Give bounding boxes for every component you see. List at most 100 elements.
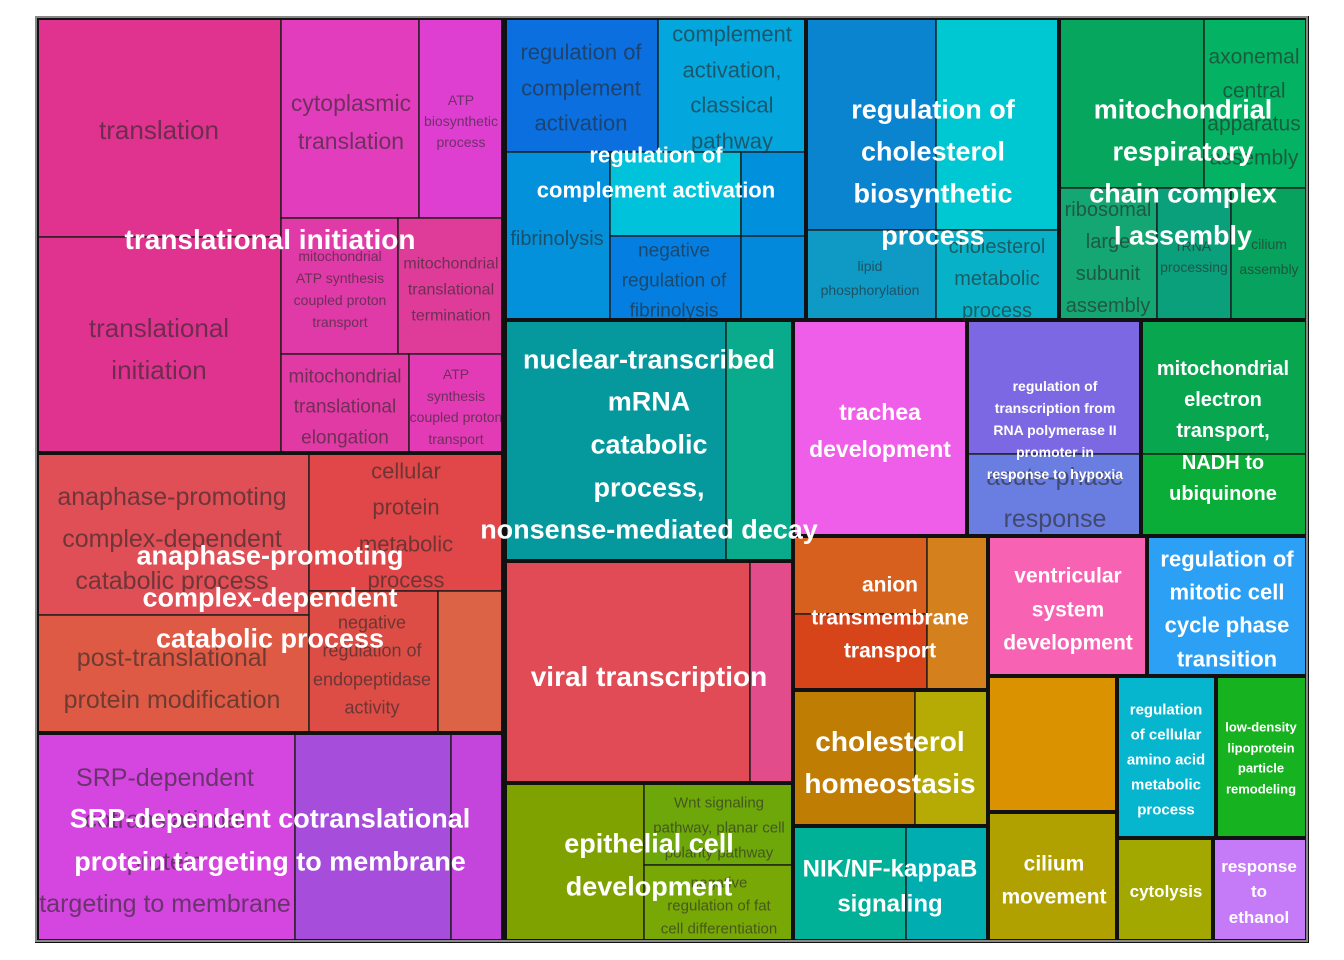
term-label-line: cotranslational — [84, 806, 245, 834]
term-label: mitochondrial ATP synthesis coupled proton… — [294, 248, 387, 330]
group-label-line: of cellular — [1131, 726, 1202, 743]
group-label-line: cycle phase — [1165, 613, 1290, 638]
group-label-line: catabolic process — [156, 623, 384, 653]
term-cell-cholesterol-homeostasis — [792, 689, 916, 827]
group-label-line: particle — [1238, 761, 1284, 776]
term-label-line: translational — [408, 282, 494, 299]
term-cell-regulation-of-complement-activation — [504, 17, 659, 153]
term-cell-unlabeled-1-4 — [437, 590, 504, 734]
term-cell-trachea-development — [792, 319, 968, 537]
group-label-line: process, — [593, 472, 704, 502]
term-label: fibrinolysis — [510, 228, 603, 250]
term-cell-mitochondrial-translational-elongation — [280, 353, 410, 454]
term-cell-mitochondrial-atp-synthesis-coupled-proton-trans — [280, 217, 399, 355]
term-cell-anaphase-promoting-complex-dependent-catabolic-p — [36, 452, 310, 616]
group-label-line: lipoprotein — [1227, 741, 1294, 756]
term-label-line: metabolic — [359, 532, 453, 557]
term-label-line: process — [436, 134, 485, 150]
term-cell-nik-nf-kappab-signaling — [792, 825, 907, 942]
group-label: response to ethanol — [1221, 857, 1297, 927]
term-label-line: coupled proton — [410, 409, 503, 425]
term-cell-cytoplasmic-translation — [280, 17, 420, 219]
group-label: cholesterol homeostasis — [804, 726, 975, 799]
term-label-line: fibrinolysis — [630, 301, 719, 322]
term-label: mitochondrial translational elongation — [289, 367, 402, 449]
term-cell-unlabeled-16-0 — [987, 675, 1118, 813]
term-label: complement activation, classical pathway — [672, 22, 792, 154]
group-label-line: mitotic cell — [1170, 580, 1285, 605]
term-cell-cellular-protein-metabolic-process — [308, 452, 504, 592]
term-label-line: regulation of fat — [667, 897, 771, 914]
term-label-line: mitochondrial — [289, 367, 402, 388]
term-label-line: translational — [294, 397, 396, 418]
group-label-line: RNA polymerase II — [993, 422, 1116, 438]
group-label: nuclear-transcribed mRNA catabolic process,… — [480, 344, 818, 544]
term-label: lipid phosphorylation — [821, 258, 920, 298]
term-cell-unlabeled-2-1 — [294, 732, 452, 942]
term-label-line: transport — [312, 314, 367, 330]
term-label-line: pathway, planar cell — [653, 819, 784, 836]
term-label-line: assembly — [1066, 295, 1150, 317]
group-label-line: I assembly — [1114, 220, 1252, 250]
term-label-line: subunit — [1076, 263, 1141, 285]
term-label-line: negative — [691, 874, 748, 891]
group-label-line: cholesterol — [815, 726, 964, 757]
group-label-line: system — [1032, 598, 1104, 621]
group-label-line: regulation of — [1160, 547, 1294, 572]
group-label-line: ventricular — [1014, 564, 1121, 587]
group-label-line: ethanol — [1229, 908, 1289, 927]
group-label-line: regulation of — [589, 143, 723, 168]
term-cell-wnt-signaling-pathway-planar-cell-polarity-pathw — [643, 782, 794, 866]
term-label-line: lipid — [858, 258, 883, 274]
term-cell-unlabeled-6-1 — [725, 319, 794, 562]
term-label-line: ribosomal — [1065, 199, 1152, 221]
group-label-line: cytolysis — [1130, 882, 1203, 901]
term-label: cilium assembly — [1239, 236, 1298, 277]
group-label-line: development — [809, 436, 951, 462]
term-cell-anion-transmembrane-transport — [792, 535, 928, 615]
term-label-line: cholesterol — [949, 236, 1046, 258]
term-label-line: anaphase-promoting — [57, 483, 286, 511]
term-cell-complement-activation-classical-pathway — [657, 17, 807, 153]
term-label-line: coupled proton — [294, 292, 387, 308]
term-cell-negative-regulation-of-fat-cell-differentiation — [643, 864, 794, 942]
term-cell-unlabeled-4-1 — [935, 17, 1060, 231]
group-label-line: mitochondrial — [1157, 358, 1289, 380]
term-cell-unlabeled-2-2 — [450, 732, 504, 942]
group-label-line: response to hypoxia — [987, 466, 1123, 482]
term-label: regulation of complement activation — [520, 40, 642, 136]
term-label-line: polarity pathway — [665, 844, 774, 861]
term-label: cholesterol metabolic process — [949, 236, 1046, 322]
term-cell-mitochondrial-translational-termination — [397, 217, 504, 355]
group-label-line: mitochondrial — [1094, 94, 1273, 124]
group-label-line: homeostasis — [804, 768, 975, 799]
term-cell-unlabeled-19-1 — [905, 825, 989, 942]
group-label-line: cilium — [1024, 852, 1085, 875]
term-label-line: regulation of — [520, 40, 642, 65]
term-cell-low-density-lipoprotein-particle-remodeling — [1215, 675, 1308, 839]
group-label: mitochondrial respiratory chain complex I a… — [1089, 94, 1277, 250]
group-label-line: to — [1251, 882, 1267, 901]
term-label-line: catabolic process — [75, 567, 268, 595]
term-label-line: translational — [89, 313, 229, 343]
group-label-line: ubiquinone — [1169, 483, 1277, 505]
term-cell-unlabeled-12-1 — [792, 613, 928, 691]
term-label-line: complex-dependent — [62, 525, 282, 553]
term-label: ATP synthesis coupled proton transport — [410, 366, 503, 447]
group-label-line: nonsense-mediated decay — [480, 514, 818, 544]
group-label-line: signaling — [837, 890, 942, 917]
term-label: ribosomal large subunit assembly — [1065, 199, 1152, 317]
term-label: cellular protein metabolic process — [359, 459, 453, 593]
group-label-line: metabolic — [1131, 776, 1201, 793]
group-label-line: protein targeting to membrane — [74, 846, 466, 876]
term-label: cytoplasmic translation — [291, 90, 411, 154]
term-label-line: cellular — [371, 459, 441, 484]
term-label-line: ATP — [448, 92, 474, 108]
term-label-line: phosphorylation — [821, 282, 920, 298]
group-label-line: transport — [844, 639, 936, 662]
term-label-line: translation — [99, 115, 219, 145]
group-label: cilium movement — [1001, 852, 1106, 908]
term-label: translational initiation — [89, 313, 229, 385]
